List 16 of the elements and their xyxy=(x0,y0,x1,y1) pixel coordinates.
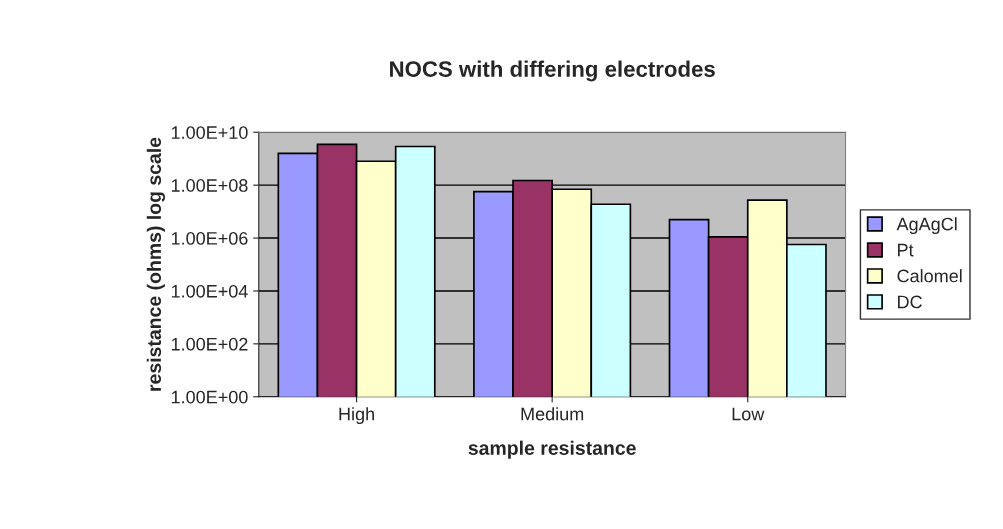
y-axis-title: resistance (ohms) log scale xyxy=(146,137,165,391)
chart-title: NOCS with differing electrodes xyxy=(390,60,715,82)
y-tick-label: 1.00E+08 xyxy=(171,179,248,192)
y-tick-label: 1.00E+06 xyxy=(171,231,248,245)
y-tick-label: 1.00E+10 xyxy=(171,126,248,139)
x-tick-label: High xyxy=(339,407,374,424)
x-tick-label: Medium xyxy=(521,407,584,421)
x-axis-title: sample resistance xyxy=(468,440,636,459)
y-tick-label: 1.00E+04 xyxy=(171,284,248,298)
legend-label: Calomel xyxy=(897,269,962,283)
legend-label: AgAgCl xyxy=(896,217,957,235)
legend-label: Pt xyxy=(898,243,914,257)
x-tick-label: Low xyxy=(732,407,765,421)
y-tick-label: 1.00E+02 xyxy=(171,337,248,351)
legend-label: DC xyxy=(898,295,922,309)
y-tick-label: 1.00E+00 xyxy=(171,390,248,404)
